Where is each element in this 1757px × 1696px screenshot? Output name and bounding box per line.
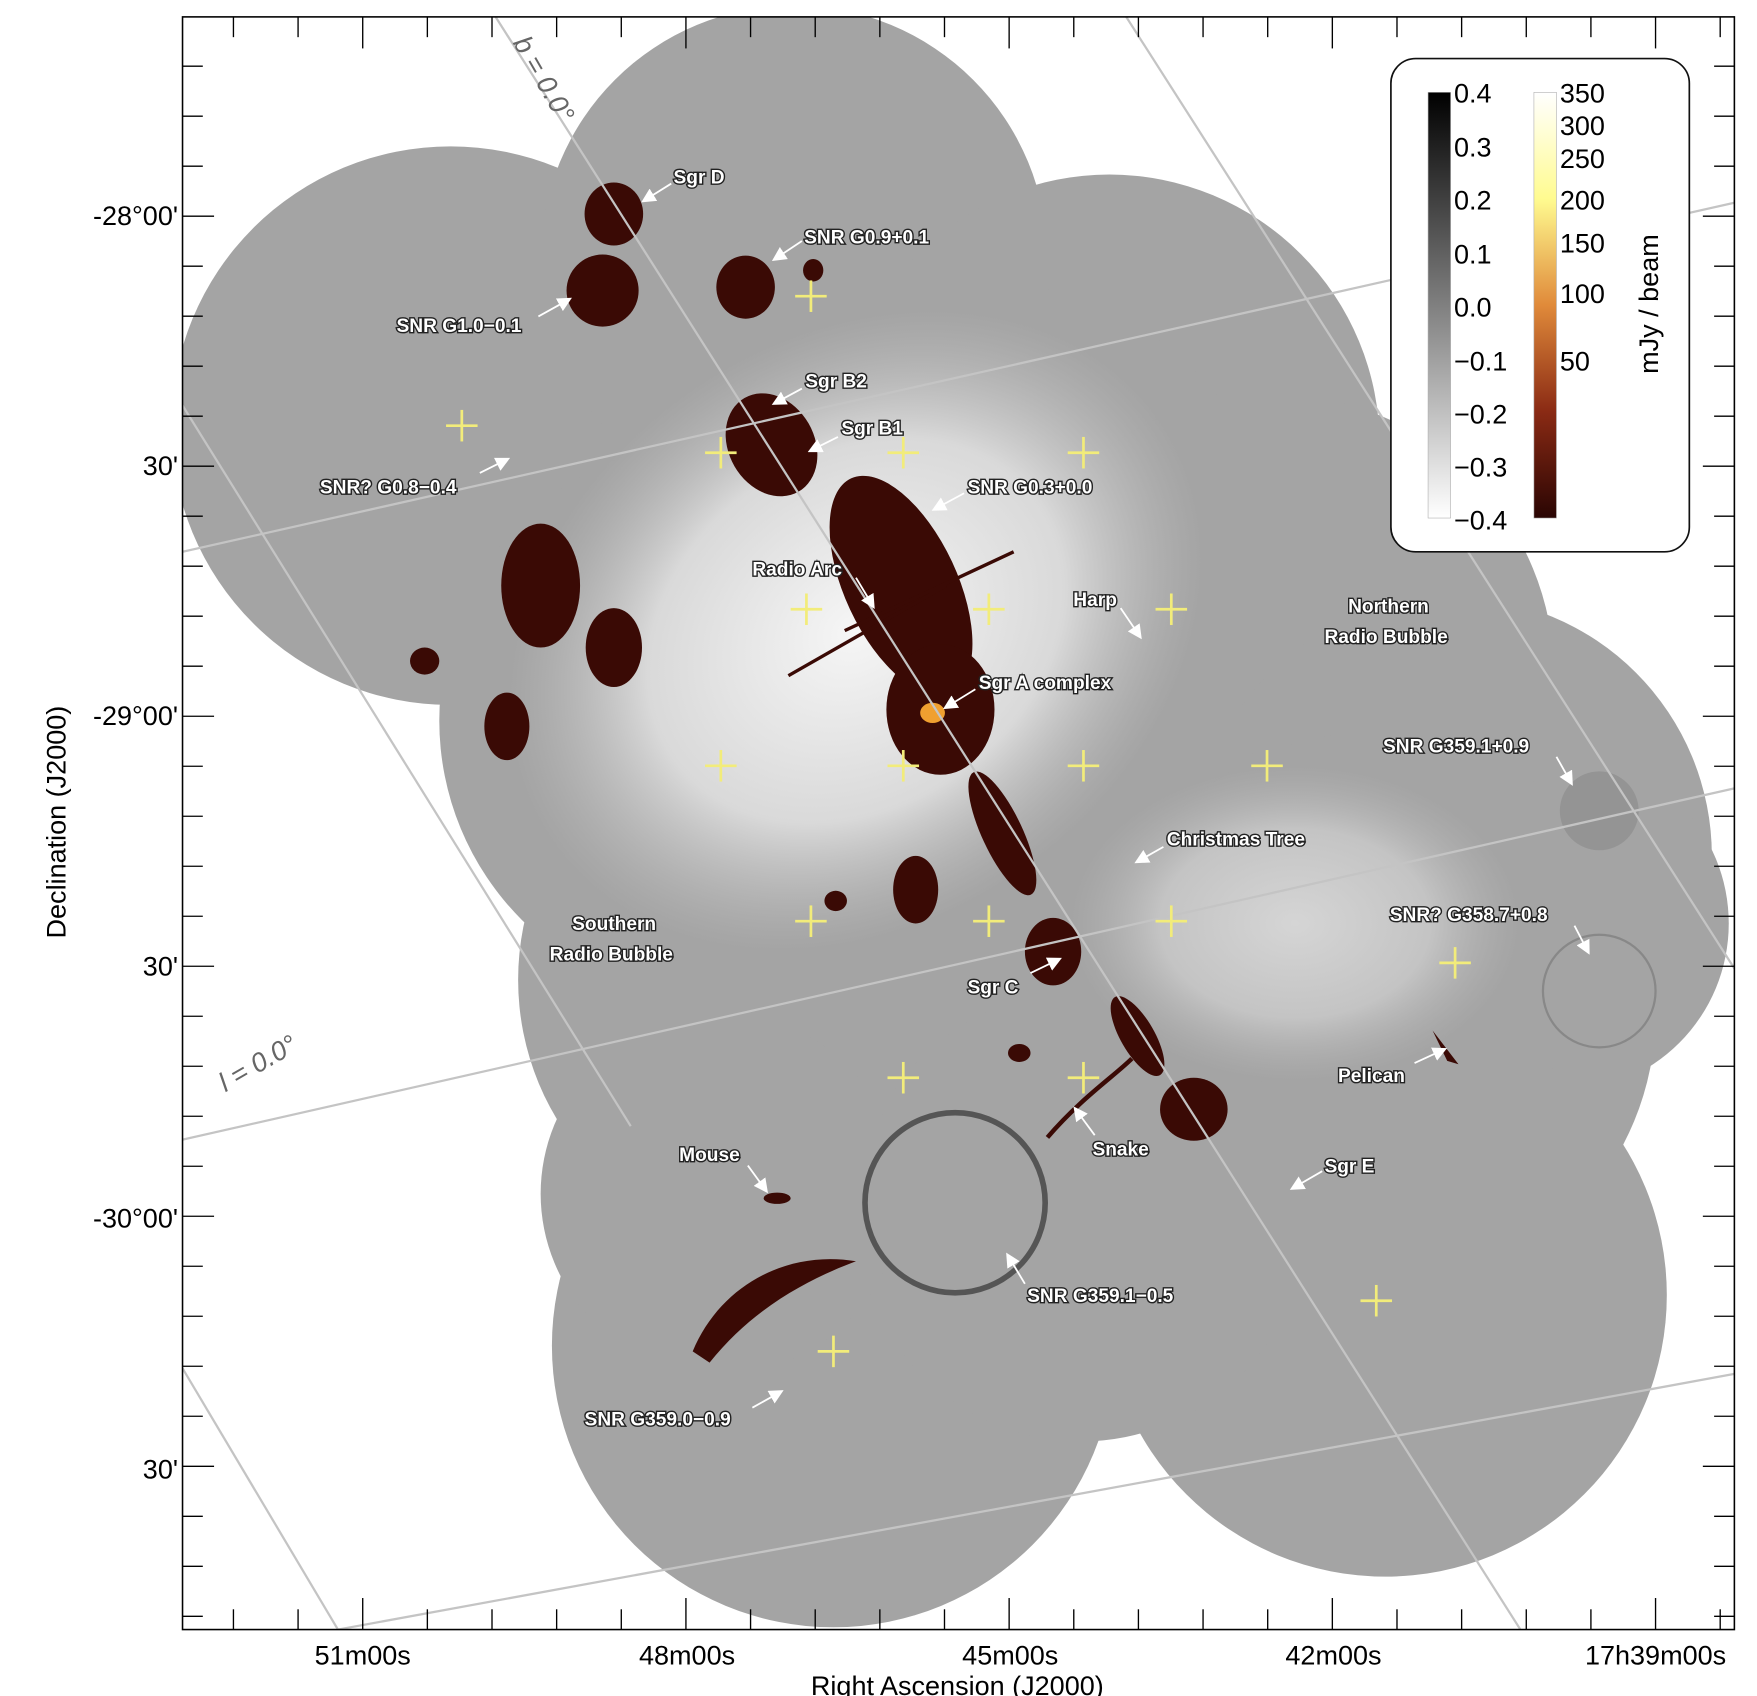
colorbar-unit: mJy / beam <box>1634 234 1664 374</box>
annotations: Sgr D SNR G0.9+0.1 SNR G1.0−0.1 Sgr B2 S… <box>319 166 1550 1432</box>
color-tick: 150 <box>1560 228 1605 258</box>
annotation-snr-g359.1m: SNR G359.1−0.5 <box>1027 1286 1174 1307</box>
y-tick-label: -29°00' <box>93 701 178 731</box>
annotation-harp: Harp <box>1073 590 1117 611</box>
grey-tick: −0.2 <box>1454 399 1507 429</box>
annotation-snake: Snake <box>1092 1139 1148 1160</box>
annotation-snr-g0.3: SNR G0.3+0.0 <box>967 477 1092 498</box>
grey-tick: −0.1 <box>1454 347 1507 377</box>
color-tick: 200 <box>1560 185 1605 215</box>
annotation-sgr-e: Sgr E <box>1324 1156 1374 1177</box>
color-tick: 300 <box>1560 111 1605 141</box>
annotation-radio-bubble-s: Radio Bubble <box>550 945 673 966</box>
pointing-crosses <box>446 280 1471 1368</box>
annotation-christmas-tree: Christmas Tree <box>1167 830 1305 851</box>
annotation-snr-g1.0: SNR G1.0−0.1 <box>397 316 522 337</box>
annotation-sgr-c: Sgr C <box>967 977 1018 998</box>
grey-tick: 0.4 <box>1454 78 1492 108</box>
x-tick-labels: 51m00s 48m00s 45m00s 42m00s 17h39m00s <box>315 1640 1726 1670</box>
annotation-sgr-b1: Sgr B1 <box>841 419 903 440</box>
color-tick: 100 <box>1560 279 1605 309</box>
color-tick: 350 <box>1560 78 1605 108</box>
map-image <box>182 16 1735 1630</box>
annotation-snr-g0.9: SNR G0.9+0.1 <box>804 227 929 248</box>
x-tick-label: 42m00s <box>1285 1640 1381 1670</box>
grey-tick: 0.2 <box>1454 185 1492 215</box>
x-axis-label: Right Ascension (J2000) <box>811 1671 1104 1696</box>
grey-colorbar <box>1427 92 1451 519</box>
y-tick-label: -30°00' <box>93 1204 178 1234</box>
colorbar-legend: 0.4 0.3 0.2 0.1 0.0 −0.1 −0.2 −0.3 −0.4 … <box>1390 57 1691 553</box>
annotation-pelican: Pelican <box>1338 1066 1405 1087</box>
y-tick-label: -28°00' <box>93 201 178 231</box>
snr-shell <box>862 1109 1048 1296</box>
b-grid-label: b = 0.0° <box>507 31 580 128</box>
annotation-northern: Northern <box>1348 597 1429 618</box>
annotation-snr-g0.8: SNR? G0.8−0.4 <box>320 477 457 498</box>
annotation-snr-g359.0: SNR G359.0−0.9 <box>585 1410 731 1431</box>
annotation-radio-bubble-n: Radio Bubble <box>1324 627 1447 648</box>
grey-tick: 0.0 <box>1454 292 1492 322</box>
y-tick-labels: -28°00' 30' -29°00' 30' -30°00' 30' <box>93 201 178 1484</box>
annotation-southern: Southern <box>572 914 656 935</box>
annotation-sgr-b2: Sgr B2 <box>805 371 867 392</box>
l-grid-label: l = 0.0° <box>213 1029 302 1098</box>
x-tick-label: 51m00s <box>315 1640 411 1670</box>
annotation-arrows <box>479 182 1590 1409</box>
heat-colorbar <box>1533 92 1557 519</box>
annotation-radio-arc: Radio Arc <box>752 559 842 580</box>
grey-tick: −0.4 <box>1454 505 1507 535</box>
color-tick: 250 <box>1560 144 1605 174</box>
grey-tick: −0.3 <box>1454 452 1507 482</box>
y-tick-label: 30' <box>143 951 178 981</box>
color-tick: 50 <box>1560 347 1590 377</box>
galactic-grid <box>182 16 1735 1630</box>
grey-tick: 0.3 <box>1454 133 1492 163</box>
grey-tick: 0.1 <box>1454 240 1492 270</box>
annotation-sgr-d: Sgr D <box>674 168 725 189</box>
plot-frame <box>181 16 1736 1631</box>
y-tick-label: 30' <box>143 1455 178 1485</box>
x-tick-label: 48m00s <box>639 1640 735 1670</box>
annotation-sgr-a: Sgr A complex <box>979 673 1112 694</box>
x-tick-label: 17h39m00s <box>1585 1640 1726 1670</box>
annotation-snr-g358.7: SNR? G358.7+0.8 <box>1390 905 1548 926</box>
annotation-mouse: Mouse <box>679 1145 740 1166</box>
annotation-snr-g359.1p: SNR G359.1+0.9 <box>1383 736 1529 757</box>
y-axis-label: Declination (J2000) <box>41 706 71 939</box>
sgr-a-core <box>920 702 945 723</box>
x-tick-label: 45m00s <box>962 1640 1058 1670</box>
y-tick-label: 30' <box>143 451 178 481</box>
